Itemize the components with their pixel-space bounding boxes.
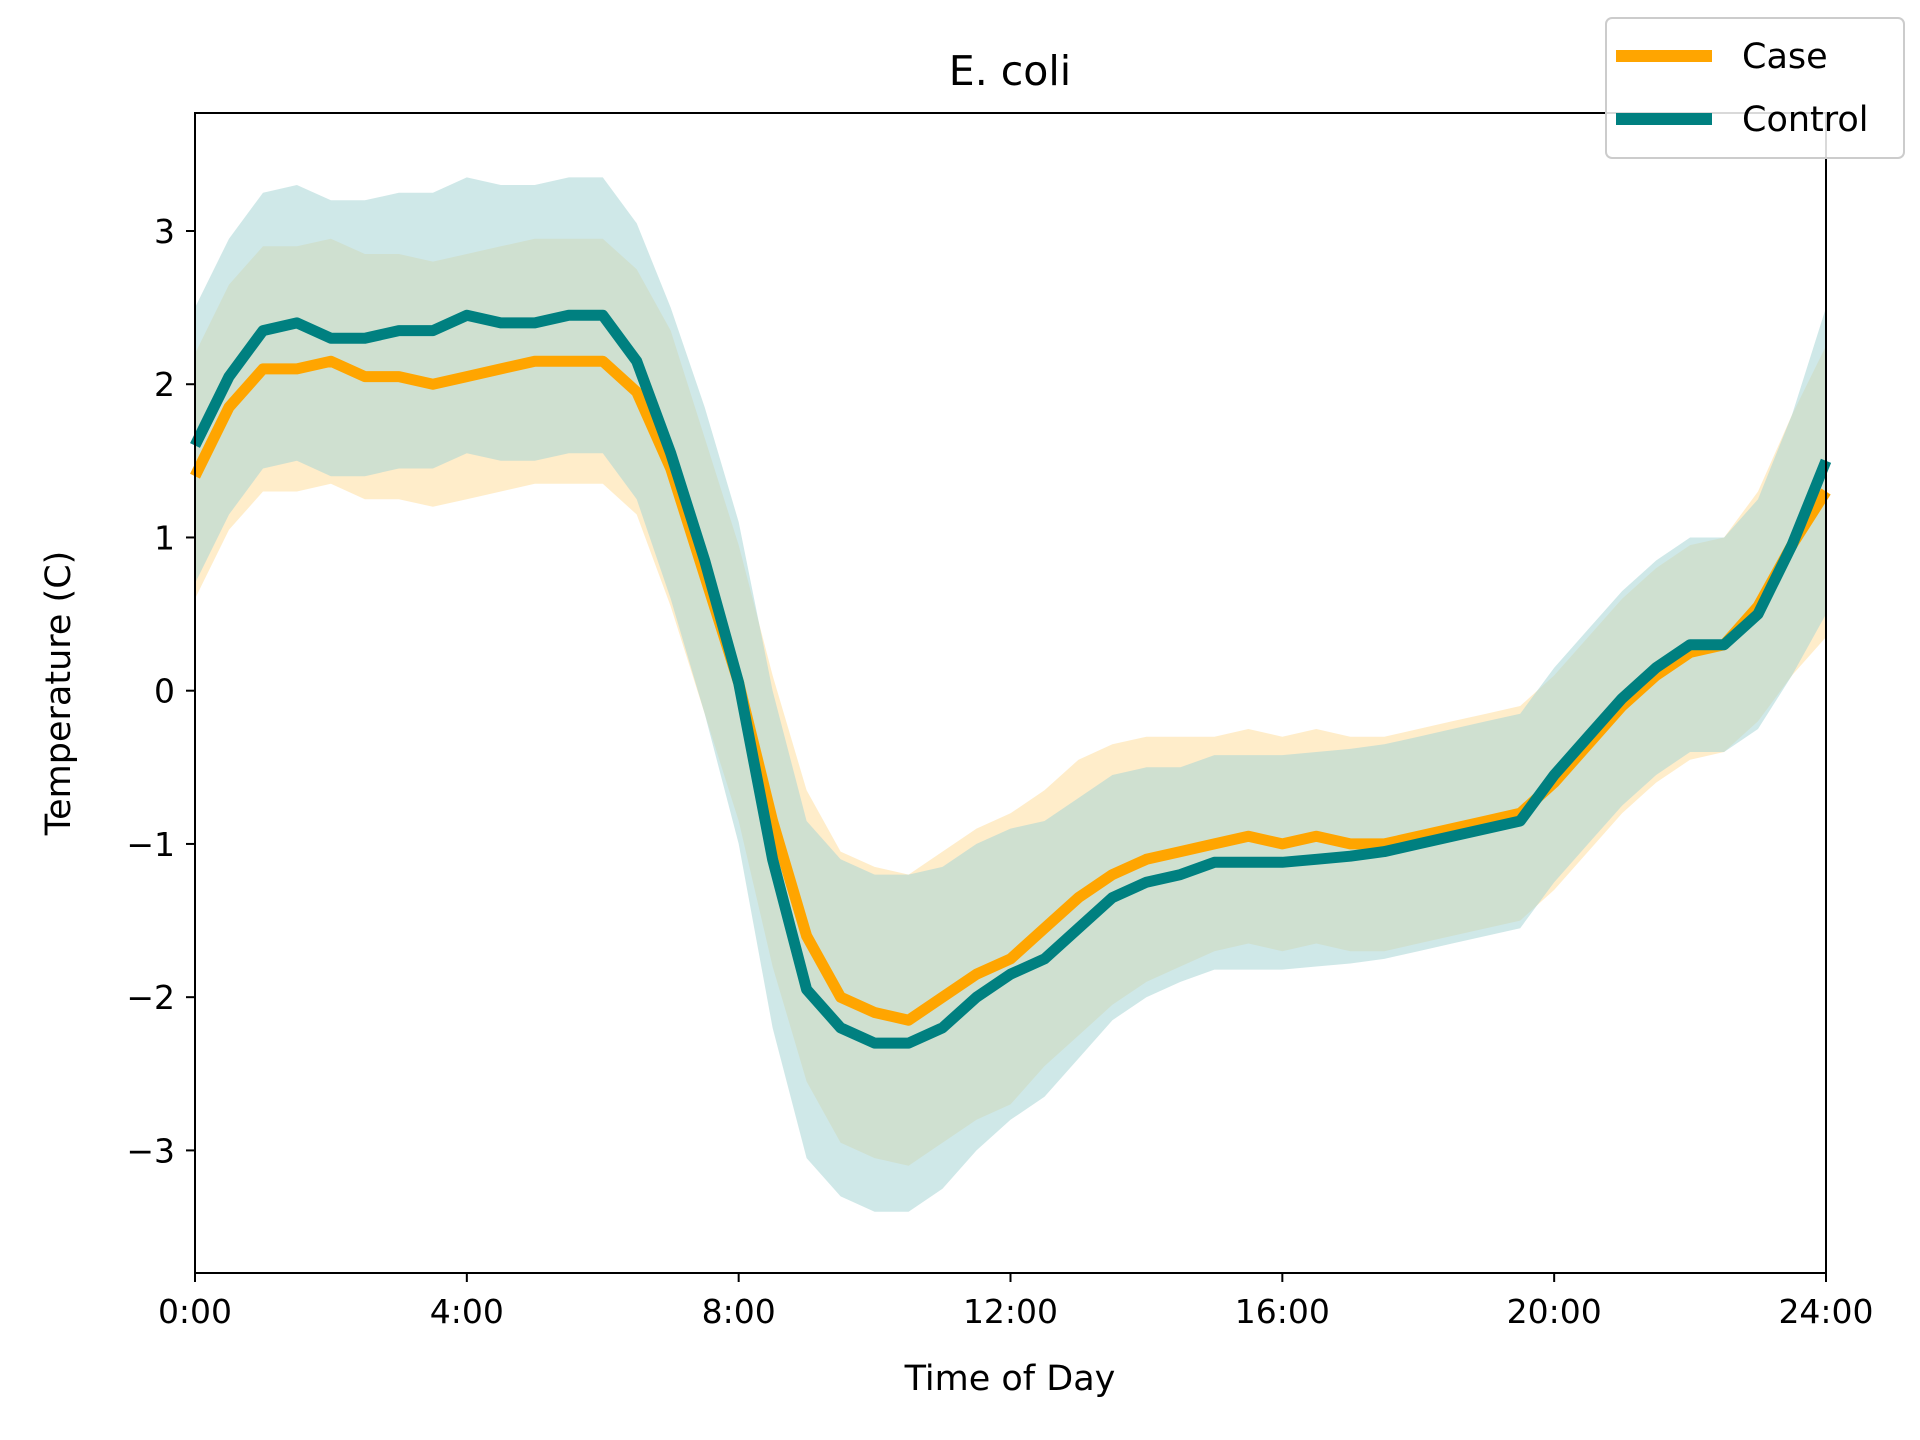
x-axis-label: Time of Day bbox=[904, 1359, 1116, 1399]
x-tick-label: 4:00 bbox=[430, 1292, 504, 1331]
x-tick-label: 16:00 bbox=[1235, 1292, 1330, 1331]
series-lines bbox=[190, 309, 1832, 1049]
y-tick-label: −1 bbox=[126, 825, 175, 864]
chart-title: E. coli bbox=[949, 47, 1071, 95]
y-tick-label: 3 bbox=[154, 212, 175, 251]
legend: Case Control bbox=[1605, 17, 1905, 159]
confidence-bands bbox=[195, 177, 1826, 1212]
band-control bbox=[195, 177, 1826, 1212]
series-line-control bbox=[190, 309, 1832, 1049]
y-axis-ticks: 3 2 1 0 −1 −2 −3 bbox=[126, 212, 195, 1170]
x-axis-ticks: 0:00 4:00 8:00 12:00 16:00 20:00 24:00 bbox=[158, 1273, 1874, 1331]
y-tick-label: 1 bbox=[154, 518, 175, 557]
y-tick-label: 0 bbox=[154, 672, 175, 711]
legend-label-control: Control bbox=[1742, 100, 1869, 140]
x-tick-label: 0:00 bbox=[158, 1292, 232, 1331]
x-tick-label: 12:00 bbox=[963, 1292, 1058, 1331]
x-tick-label: 20:00 bbox=[1507, 1292, 1602, 1331]
y-tick-label: −3 bbox=[126, 1131, 175, 1170]
y-tick-label: 2 bbox=[154, 365, 175, 404]
legend-label-case: Case bbox=[1742, 37, 1828, 77]
y-axis-label: Temperature (C) bbox=[39, 551, 79, 837]
y-tick-label: −2 bbox=[126, 978, 175, 1017]
x-tick-label: 24:00 bbox=[1778, 1292, 1873, 1331]
x-tick-label: 8:00 bbox=[702, 1292, 776, 1331]
